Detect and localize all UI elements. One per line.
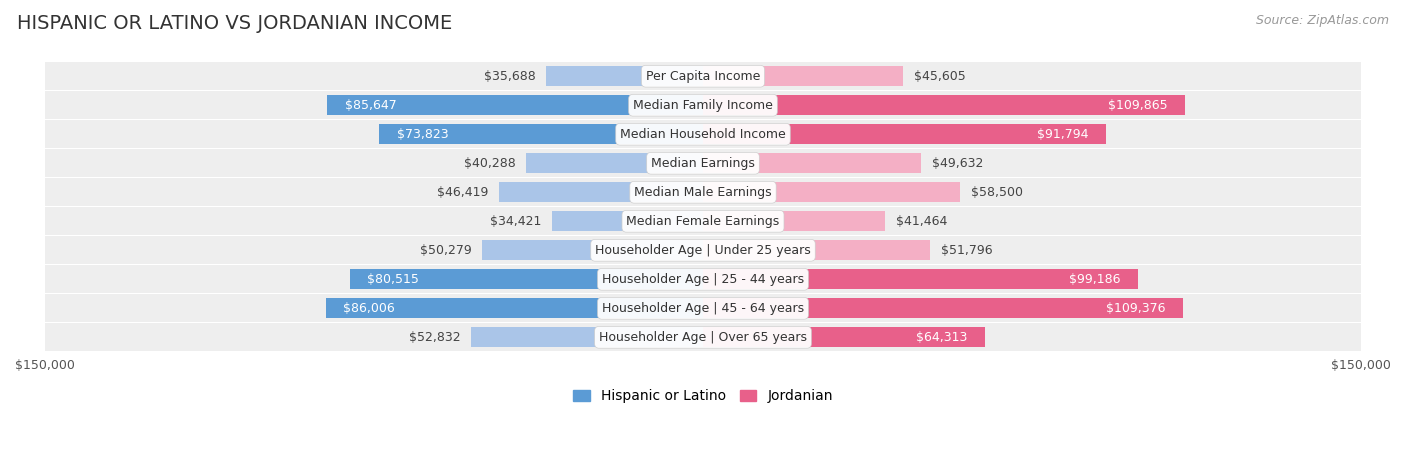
Text: Householder Age | Under 25 years: Householder Age | Under 25 years [595,244,811,257]
Bar [499,183,703,202]
Text: Householder Age | 25 - 44 years: Householder Age | 25 - 44 years [602,273,804,286]
Text: $86,006: $86,006 [343,302,395,315]
Text: $52,832: $52,832 [409,331,460,344]
Text: $51,796: $51,796 [941,244,993,257]
Text: $73,823: $73,823 [396,128,449,141]
Bar [482,241,703,260]
Bar [703,66,903,86]
Bar [703,124,1105,144]
Bar [526,153,703,173]
Bar [45,149,1361,177]
Legend: Hispanic or Latino, Jordanian: Hispanic or Latino, Jordanian [568,383,838,409]
Bar [471,327,703,347]
Bar [553,212,703,231]
Bar [703,153,921,173]
Bar [703,241,931,260]
Text: Source: ZipAtlas.com: Source: ZipAtlas.com [1256,14,1389,27]
Bar [703,212,884,231]
Bar [380,124,703,144]
Text: Median Male Earnings: Median Male Earnings [634,186,772,199]
Bar [328,95,703,115]
Bar [703,327,986,347]
Text: $85,647: $85,647 [344,99,396,112]
Text: $41,464: $41,464 [896,215,948,228]
Text: Householder Age | 45 - 64 years: Householder Age | 45 - 64 years [602,302,804,315]
Text: $80,515: $80,515 [367,273,419,286]
Bar [45,62,1361,90]
Text: $46,419: $46,419 [437,186,488,199]
Bar [45,294,1361,322]
Bar [703,269,1137,289]
Text: $50,279: $50,279 [420,244,471,257]
Text: Householder Age | Over 65 years: Householder Age | Over 65 years [599,331,807,344]
Bar [45,91,1361,119]
Bar [45,207,1361,235]
Text: $99,186: $99,186 [1069,273,1121,286]
Text: $34,421: $34,421 [489,215,541,228]
Bar [703,95,1185,115]
Text: Per Capita Income: Per Capita Income [645,70,761,83]
Text: Median Household Income: Median Household Income [620,128,786,141]
Bar [326,298,703,318]
Bar [547,66,703,86]
Text: $40,288: $40,288 [464,157,515,170]
Text: $45,605: $45,605 [914,70,966,83]
Text: $109,376: $109,376 [1105,302,1166,315]
Bar [45,178,1361,206]
Text: $49,632: $49,632 [932,157,983,170]
Text: $91,794: $91,794 [1036,128,1088,141]
Bar [45,323,1361,351]
Text: $109,865: $109,865 [1108,99,1167,112]
Text: $64,313: $64,313 [917,331,967,344]
Bar [45,120,1361,148]
Text: $58,500: $58,500 [970,186,1022,199]
Bar [703,183,960,202]
Bar [350,269,703,289]
Bar [45,236,1361,264]
Bar [45,265,1361,293]
Text: Median Earnings: Median Earnings [651,157,755,170]
Text: Median Female Earnings: Median Female Earnings [627,215,779,228]
Text: Median Family Income: Median Family Income [633,99,773,112]
Text: $35,688: $35,688 [484,70,536,83]
Text: HISPANIC OR LATINO VS JORDANIAN INCOME: HISPANIC OR LATINO VS JORDANIAN INCOME [17,14,453,33]
Bar [703,298,1182,318]
